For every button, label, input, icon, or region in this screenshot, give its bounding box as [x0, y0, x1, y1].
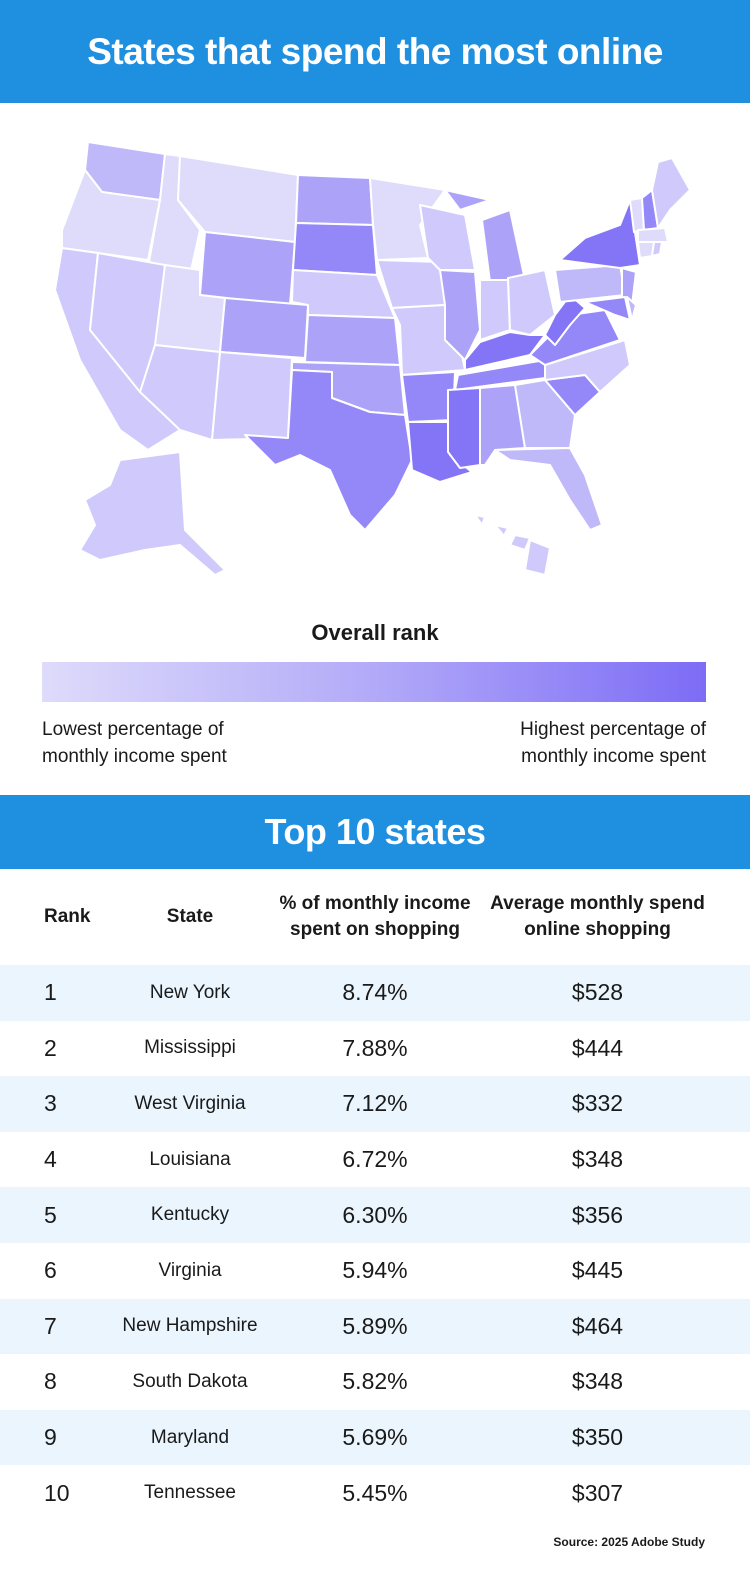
- row-spend: $348: [571, 1368, 624, 1395]
- legend-high-label: Highest percentage of monthly income spe…: [520, 719, 706, 767]
- row-spend: $350: [571, 1424, 624, 1451]
- state-florida: [494, 447, 603, 531]
- state-maryland: [584, 296, 631, 321]
- state-west-virginia: [544, 294, 586, 346]
- state-new-mexico: [211, 351, 293, 441]
- row-spend: $444: [571, 1034, 624, 1061]
- row-rank: 6: [44, 1257, 57, 1284]
- us-choropleth-map: [40, 130, 710, 590]
- state-arizona: [139, 344, 221, 441]
- row-state: West Virginia: [134, 1092, 246, 1114]
- state-indiana: [479, 279, 511, 341]
- row-rank: 7: [44, 1312, 57, 1339]
- state-maine: [651, 157, 691, 229]
- header-rank: Rank: [44, 906, 91, 927]
- state-wisconsin: [419, 204, 476, 271]
- state-colorado: [219, 297, 309, 359]
- row-percent: 5.69%: [342, 1424, 408, 1451]
- table-row: 3 West Virginia 7.12% $332: [0, 1076, 750, 1132]
- state-rhode-island: [651, 241, 663, 257]
- row-rank: 5: [44, 1201, 57, 1228]
- table-row: 7 New Hampshire 5.89% $464: [0, 1298, 750, 1355]
- section-banner: Top 10 states: [0, 795, 750, 869]
- row-percent: 6.72%: [342, 1146, 408, 1173]
- state-pennsylvania: [554, 264, 626, 303]
- row-state: Mississippi: [144, 1037, 236, 1059]
- legend-gradient-bar: [42, 662, 706, 702]
- table-row: 9 Maryland 5.69% $350: [0, 1409, 750, 1466]
- table-row: 6 Virginia 5.94% $445: [0, 1243, 750, 1299]
- table-row: 10 Tennessee 5.45% $307: [0, 1465, 750, 1521]
- row-spend: $528: [571, 979, 624, 1006]
- source-note: Source: 2025 Adobe Study: [553, 1535, 705, 1549]
- row-rank: 8: [44, 1368, 57, 1395]
- table-row: 8 South Dakota 5.82% $348: [0, 1354, 750, 1410]
- header-state: State: [166, 906, 214, 927]
- row-percent: 5.94%: [342, 1257, 408, 1284]
- row-rank: 1: [44, 979, 57, 1006]
- state-north-dakota: [295, 174, 374, 226]
- row-state: Virginia: [158, 1259, 222, 1281]
- state-hawaii: [474, 514, 551, 576]
- legend-title: Overall rank: [311, 620, 439, 645]
- row-state: New York: [149, 981, 231, 1003]
- row-percent: 5.45%: [342, 1479, 408, 1506]
- table-header-row: Rank State % of monthly income spent on …: [0, 869, 750, 965]
- top-states-table: Rank State % of monthly income spent on …: [0, 869, 750, 1521]
- state-delaware: [626, 296, 637, 321]
- page-title: States that spend the most online: [87, 30, 663, 72]
- row-rank: 3: [44, 1090, 57, 1117]
- row-rank: 10: [44, 1479, 70, 1506]
- us-map-svg: [54, 141, 691, 576]
- row-percent: 8.74%: [342, 979, 408, 1006]
- state-wyoming: [199, 231, 296, 306]
- state-kentucky: [464, 331, 546, 371]
- row-rank: 4: [44, 1146, 57, 1173]
- section-title: Top 10 states: [264, 811, 486, 852]
- row-state: Kentucky: [150, 1204, 230, 1226]
- state-texas: [244, 369, 413, 531]
- state-ohio: [507, 269, 556, 336]
- state-georgia: [514, 379, 576, 449]
- row-spend: $356: [571, 1201, 624, 1228]
- row-spend: $348: [571, 1146, 624, 1173]
- row-rank: 2: [44, 1034, 57, 1061]
- table-row: 5 Kentucky 6.30% $356: [0, 1187, 750, 1243]
- row-state: New Hampshire: [122, 1315, 258, 1337]
- state-kansas: [304, 314, 401, 366]
- table-row: 4 Louisiana 6.72% $348: [0, 1132, 750, 1188]
- state-mississippi: [447, 387, 481, 469]
- state-massachusetts: [637, 227, 669, 243]
- state-new-york: [559, 199, 641, 269]
- row-percent: 5.82%: [342, 1368, 408, 1395]
- row-state: South Dakota: [132, 1370, 248, 1392]
- title-banner: States that spend the most online: [0, 0, 750, 103]
- row-state: Louisiana: [149, 1148, 231, 1170]
- row-spend: $332: [571, 1090, 624, 1117]
- row-state: Maryland: [150, 1426, 230, 1448]
- header-average-spend: Average monthly spend online shopping: [490, 893, 705, 940]
- table-row: 1 New York 8.74% $528: [0, 965, 750, 1021]
- row-rank: 9: [44, 1424, 57, 1451]
- row-spend: $464: [571, 1312, 624, 1339]
- legend-low-label: Lowest percentage of monthly income spen…: [42, 719, 227, 767]
- state-nebraska: [291, 269, 396, 319]
- header-percent-income: % of monthly income spent on shopping: [279, 893, 471, 940]
- row-percent: 7.88%: [342, 1034, 408, 1061]
- state-north-carolina: [544, 339, 631, 393]
- row-spend: $445: [571, 1257, 624, 1284]
- row-spend: $307: [571, 1479, 624, 1506]
- row-state: Tennessee: [144, 1482, 236, 1504]
- state-south-dakota: [292, 222, 378, 276]
- row-percent: 7.12%: [342, 1090, 408, 1117]
- table-body: 1 New York 8.74% $528 2 Mississippi 7.88% $444 3…: [0, 965, 750, 1521]
- row-percent: 5.89%: [342, 1312, 408, 1339]
- state-alaska: [79, 451, 226, 576]
- table-row: 2 Mississippi 7.88% $444: [0, 1021, 750, 1077]
- row-percent: 6.30%: [342, 1201, 408, 1228]
